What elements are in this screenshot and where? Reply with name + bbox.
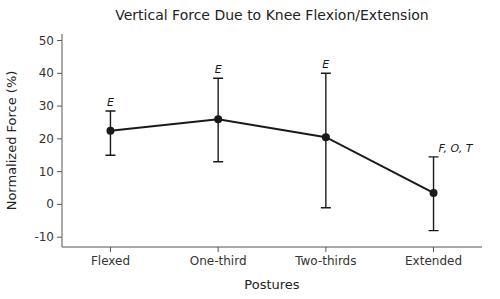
marker bbox=[106, 127, 114, 135]
x-tick bbox=[110, 247, 111, 252]
x-tick bbox=[325, 247, 326, 252]
y-tick-label: -10 bbox=[34, 230, 54, 244]
y-tick bbox=[57, 204, 62, 205]
annotation: E bbox=[215, 63, 222, 76]
error-bar-lower bbox=[429, 193, 439, 231]
x-tick-label: One-third bbox=[190, 254, 247, 268]
y-tick-label: 0 bbox=[46, 197, 54, 211]
y-tick bbox=[57, 138, 62, 139]
annotations: E E E F, O, T bbox=[107, 58, 474, 155]
plot-area bbox=[105, 73, 438, 230]
marker bbox=[430, 189, 438, 197]
annotation: E bbox=[107, 96, 114, 109]
error-bar-upper bbox=[321, 73, 331, 137]
y-tick bbox=[57, 237, 62, 238]
x-axis-line bbox=[62, 247, 482, 248]
annotation: F, O, T bbox=[439, 142, 474, 155]
marker bbox=[214, 115, 222, 123]
axes: -10 0 10 20 30 40 50 Flexed One-third Two-thirds E… bbox=[34, 34, 482, 268]
x-tick-label: Flexed bbox=[91, 254, 130, 268]
y-axis-line bbox=[62, 34, 63, 247]
x-tick-label: Two-thirds bbox=[294, 254, 356, 268]
y-tick bbox=[57, 106, 62, 107]
marker bbox=[322, 133, 330, 141]
x-tick bbox=[433, 247, 434, 252]
chart-container: Vertical Force Due to Knee Flexion/Exten… bbox=[0, 0, 500, 299]
x-tick bbox=[218, 247, 219, 252]
y-tick-label: 30 bbox=[39, 99, 54, 113]
error-bar-lower bbox=[321, 137, 331, 207]
y-axis-label: Normalized Force (%) bbox=[4, 71, 19, 211]
error-bar-upper bbox=[213, 78, 223, 119]
y-tick-label: 10 bbox=[39, 165, 54, 179]
chart-svg: Vertical Force Due to Knee Flexion/Exten… bbox=[0, 0, 500, 299]
x-tick-label: Extended bbox=[405, 254, 462, 268]
annotation: E bbox=[322, 58, 329, 71]
y-tick bbox=[57, 171, 62, 172]
title: Vertical Force Due to Knee Flexion/Exten… bbox=[115, 7, 429, 23]
x-axis-label: Postures bbox=[244, 277, 299, 292]
y-tick bbox=[57, 73, 62, 74]
error-bar-lower bbox=[213, 119, 223, 162]
error-bar-upper bbox=[429, 157, 439, 193]
y-tick-label: 50 bbox=[39, 34, 54, 48]
line bbox=[110, 119, 433, 193]
y-tick-label: 20 bbox=[39, 132, 54, 146]
y-tick bbox=[57, 40, 62, 41]
y-tick-label: 40 bbox=[39, 66, 54, 80]
